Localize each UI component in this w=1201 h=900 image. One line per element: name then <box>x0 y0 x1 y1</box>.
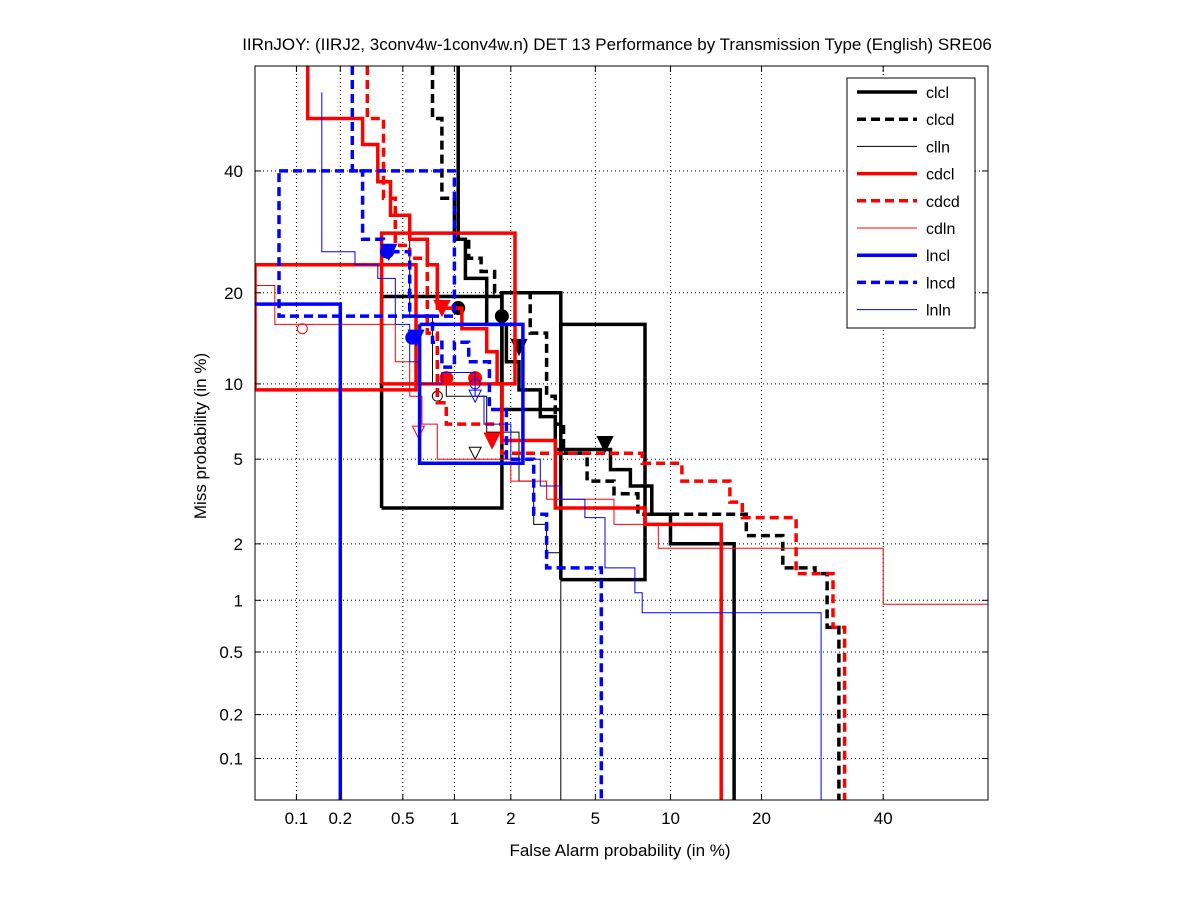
act-dcf-marker-clcd <box>494 309 509 324</box>
act-dcf-marker-lnln <box>469 378 481 390</box>
series-layer <box>255 66 988 800</box>
x-tick-label: 10 <box>661 809 680 828</box>
series-lnln <box>321 92 822 800</box>
y-axis-label: Miss probability (in %) <box>191 353 210 519</box>
series-segment-lncd <box>277 169 457 318</box>
min-dcf-marker-lncd <box>380 243 398 261</box>
series-line-cdcl <box>305 66 723 800</box>
chart-title: IIRnJOY: (IIRJ2, 3conv4w-1conv4w.n) DET … <box>242 35 992 54</box>
series-line-cdcd <box>365 66 847 800</box>
y-tick-label: 1 <box>234 591 243 610</box>
x-axis-ticks: 0.1 0.2 0.5 1 2 5 10 20 40 <box>285 66 893 828</box>
legend-label-lnln: lnln <box>926 303 951 320</box>
series-segment-lncl <box>417 322 525 465</box>
act-dcf-marker-cdln <box>296 323 308 335</box>
series-lncl <box>255 302 525 800</box>
plot-frame <box>254 65 989 801</box>
legend-label-cdcl: cdcl <box>926 167 954 184</box>
y-tick-label: 0.1 <box>219 750 243 769</box>
x-tick-label: 2 <box>506 809 515 828</box>
legend-label-clcd: clcd <box>926 112 954 129</box>
x-tick-label: 0.2 <box>328 809 352 828</box>
x-tick-label: 20 <box>752 809 771 828</box>
confidence-box-cdcl <box>255 263 418 392</box>
series-line-lnln <box>321 92 822 800</box>
series-line-clcd <box>430 66 841 800</box>
y-tick-label: 0.2 <box>219 706 243 725</box>
series-line-lncl <box>255 302 343 800</box>
confidence-box-clcd <box>500 291 563 412</box>
series-line-cdln <box>255 271 988 605</box>
min-dcf-marker-cdcd <box>433 300 451 318</box>
x-tick-label: 40 <box>874 809 893 828</box>
min-dcf-marker-lncl <box>407 329 425 347</box>
y-tick-label: 10 <box>224 375 243 394</box>
min-dcf-marker-cdcl <box>483 432 501 450</box>
legend-box <box>846 77 976 329</box>
y-tick-label: 20 <box>224 284 243 303</box>
y-tick-label: 0.5 <box>219 643 243 662</box>
legend: clcl clcd clln cdcl cdcd cdln lncl lncd lnln <box>846 77 976 329</box>
x-tick-label: 1 <box>450 809 459 828</box>
legend-label-clcl: clcl <box>926 85 949 102</box>
y-tick-label: 2 <box>234 535 243 554</box>
series-lncd <box>277 66 604 800</box>
y-tick-label: 5 <box>234 450 243 469</box>
legend-label-lncd: lncd <box>926 275 955 292</box>
x-tick-label: 0.5 <box>391 809 415 828</box>
min-dcf-marker-clcl <box>596 436 614 454</box>
legend-label-cdln: cdln <box>926 221 955 238</box>
series-line-clcl <box>456 66 736 800</box>
legend-label-clln: clln <box>926 139 950 156</box>
x-tick-label: 0.1 <box>285 809 309 828</box>
x-axis-label: False Alarm probability (in %) <box>509 841 730 860</box>
min-dcf-marker-clln <box>468 446 482 461</box>
y-axis-ticks: 0.1 0.2 0.5 1 2 5 10 20 40 <box>219 162 988 769</box>
legend-label-lncl: lncl <box>926 248 950 265</box>
y-tick-label: 40 <box>224 162 243 181</box>
legend-label-cdcd: cdcd <box>926 194 960 211</box>
min-dcf-marker-lnln <box>468 389 482 404</box>
x-tick-label: 5 <box>591 809 600 828</box>
